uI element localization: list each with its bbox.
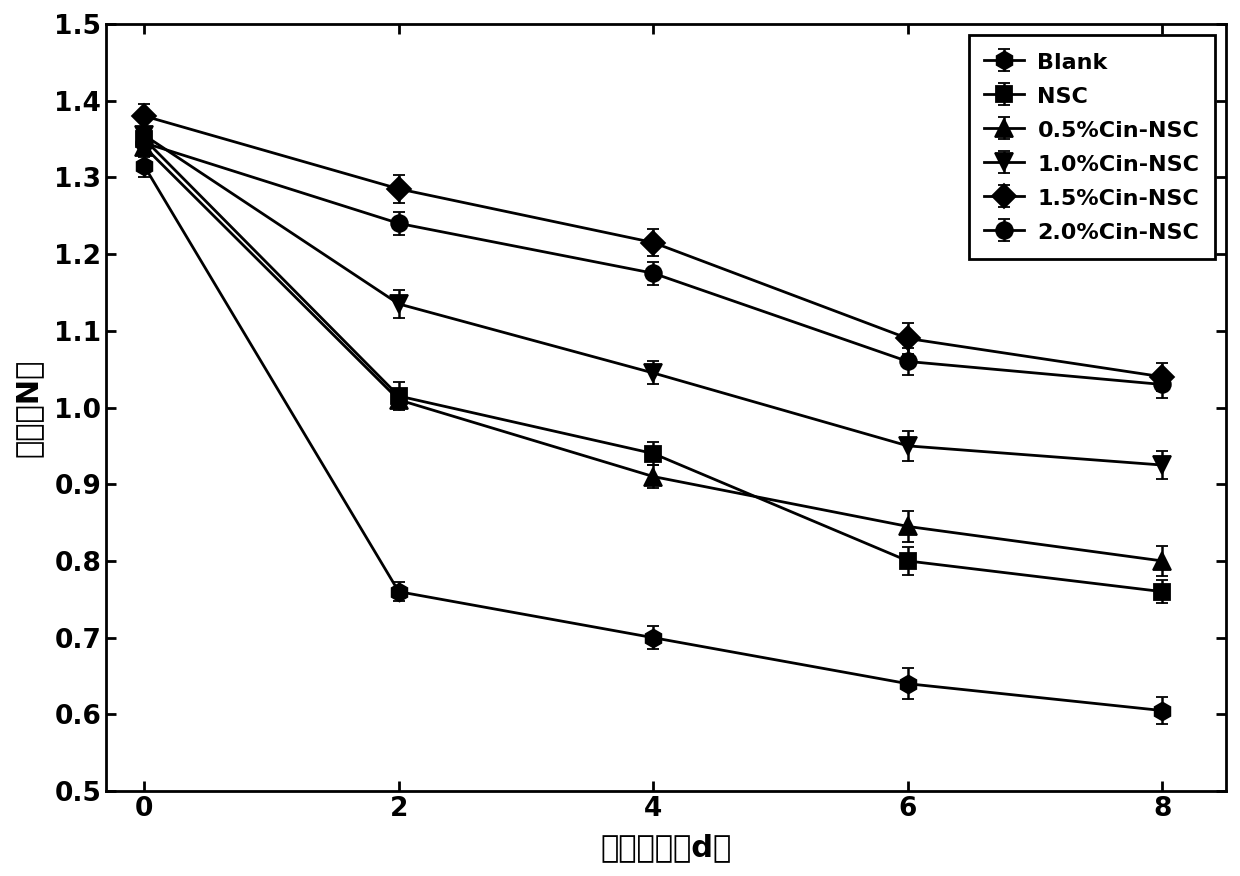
X-axis label: 保鲜时间（d）: 保鲜时间（d）	[600, 833, 732, 862]
Legend: Blank, NSC, 0.5%Cin-NSC, 1.0%Cin-NSC, 1.5%Cin-NSC, 2.0%Cin-NSC: Blank, NSC, 0.5%Cin-NSC, 1.0%Cin-NSC, 1.…	[968, 35, 1215, 259]
Y-axis label: 硬度（N）: 硬度（N）	[14, 358, 43, 456]
